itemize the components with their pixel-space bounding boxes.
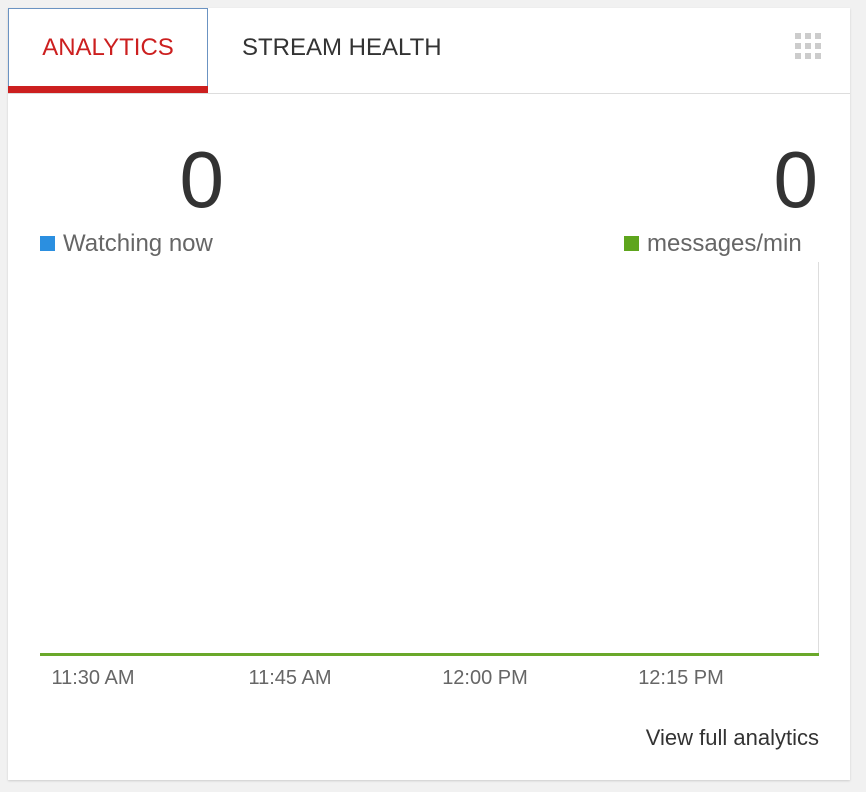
view-analytics-link[interactable]: View full analytics: [645, 725, 819, 750]
stat-value: 0: [179, 135, 225, 224]
tab-underline: [8, 86, 208, 94]
tab[interactable]: ANALYTICS: [42, 34, 174, 61]
analytics-card: ANALYTICS STREAM HEALTH 0 Watching now 0…: [8, 8, 850, 780]
tab-divider: [8, 93, 850, 94]
stat-label: Watching now: [63, 230, 213, 257]
chart-border: [818, 262, 819, 655]
stat-label: messages/min: [647, 230, 802, 257]
legend-swatch: [40, 236, 55, 251]
chart-line: [40, 653, 819, 656]
stat-value: 0: [773, 135, 819, 224]
x-tick-label: 11:30 AM: [51, 667, 135, 689]
legend-swatch: [624, 236, 639, 251]
x-tick-label: 11:45 AM: [248, 667, 332, 689]
grid-icon[interactable]: [794, 32, 824, 62]
x-tick-label: 12:15 PM: [638, 667, 724, 689]
tab[interactable]: STREAM HEALTH: [242, 34, 442, 61]
x-tick-label: 12:00 PM: [442, 667, 528, 689]
